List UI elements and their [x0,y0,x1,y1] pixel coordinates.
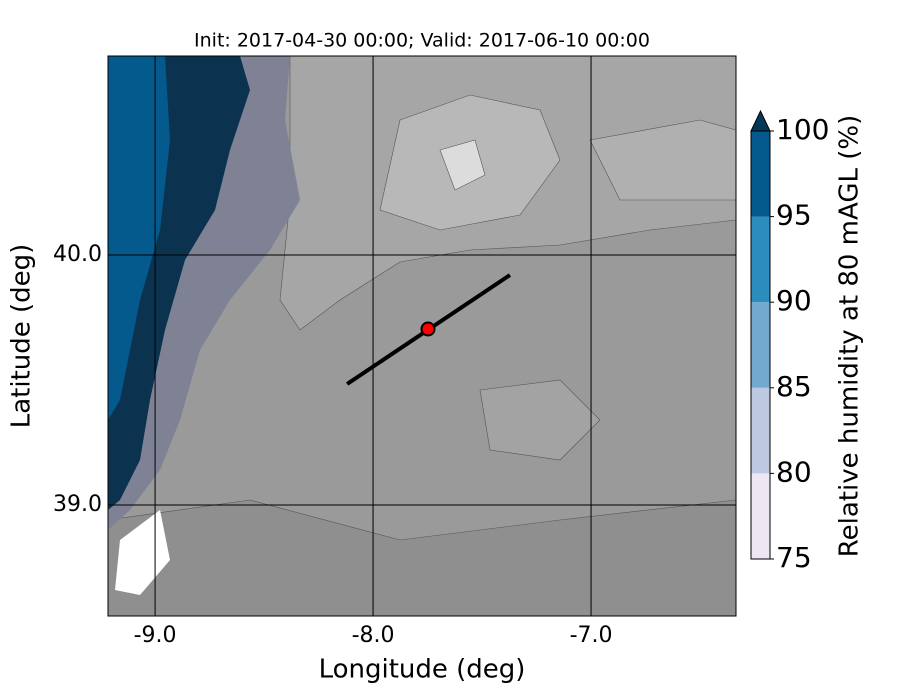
chart-title: Init: 2017-04-30 00:00; Valid: 2017-06-1… [194,30,650,52]
colorbar-frame [750,130,771,560]
x-tick-label: -9.0 [134,623,177,648]
colorbar-tick-label: 85 [776,370,812,403]
colorbar-tick-label: 100 [776,113,829,146]
y-axis-label: Latitude (deg) [7,244,37,429]
colorbar-tick-label: 75 [776,541,812,574]
white-patch [115,510,170,595]
x-tick-label: -7.0 [570,623,613,648]
ocean [108,56,170,420]
colorbar-label: Relative humidity at 80 mAGL (%) [835,115,865,557]
highland [479,379,601,461]
colorbar-segment [751,131,770,217]
location-point [420,321,436,337]
colorbar-tick-label: 90 [776,284,812,317]
colorbar-tick-label: 95 [776,199,812,232]
peak [439,139,486,191]
colorbar-segment [751,216,770,303]
map-frame [107,55,737,617]
colorbar-segment [751,387,770,474]
lowland [108,499,736,616]
terrain [108,56,736,616]
colorbar-segment [751,302,770,388]
colorbar-segment [751,473,770,559]
x-axis-label: Longitude (deg) [319,655,526,685]
colorbar-extend [750,109,771,132]
y-tick-label: 40.0 [53,242,102,267]
x-tick-label: -8.0 [352,623,395,648]
colorbar-tick-label: 80 [776,455,812,488]
y-tick-label: 39.0 [53,492,102,517]
highland [589,119,736,201]
